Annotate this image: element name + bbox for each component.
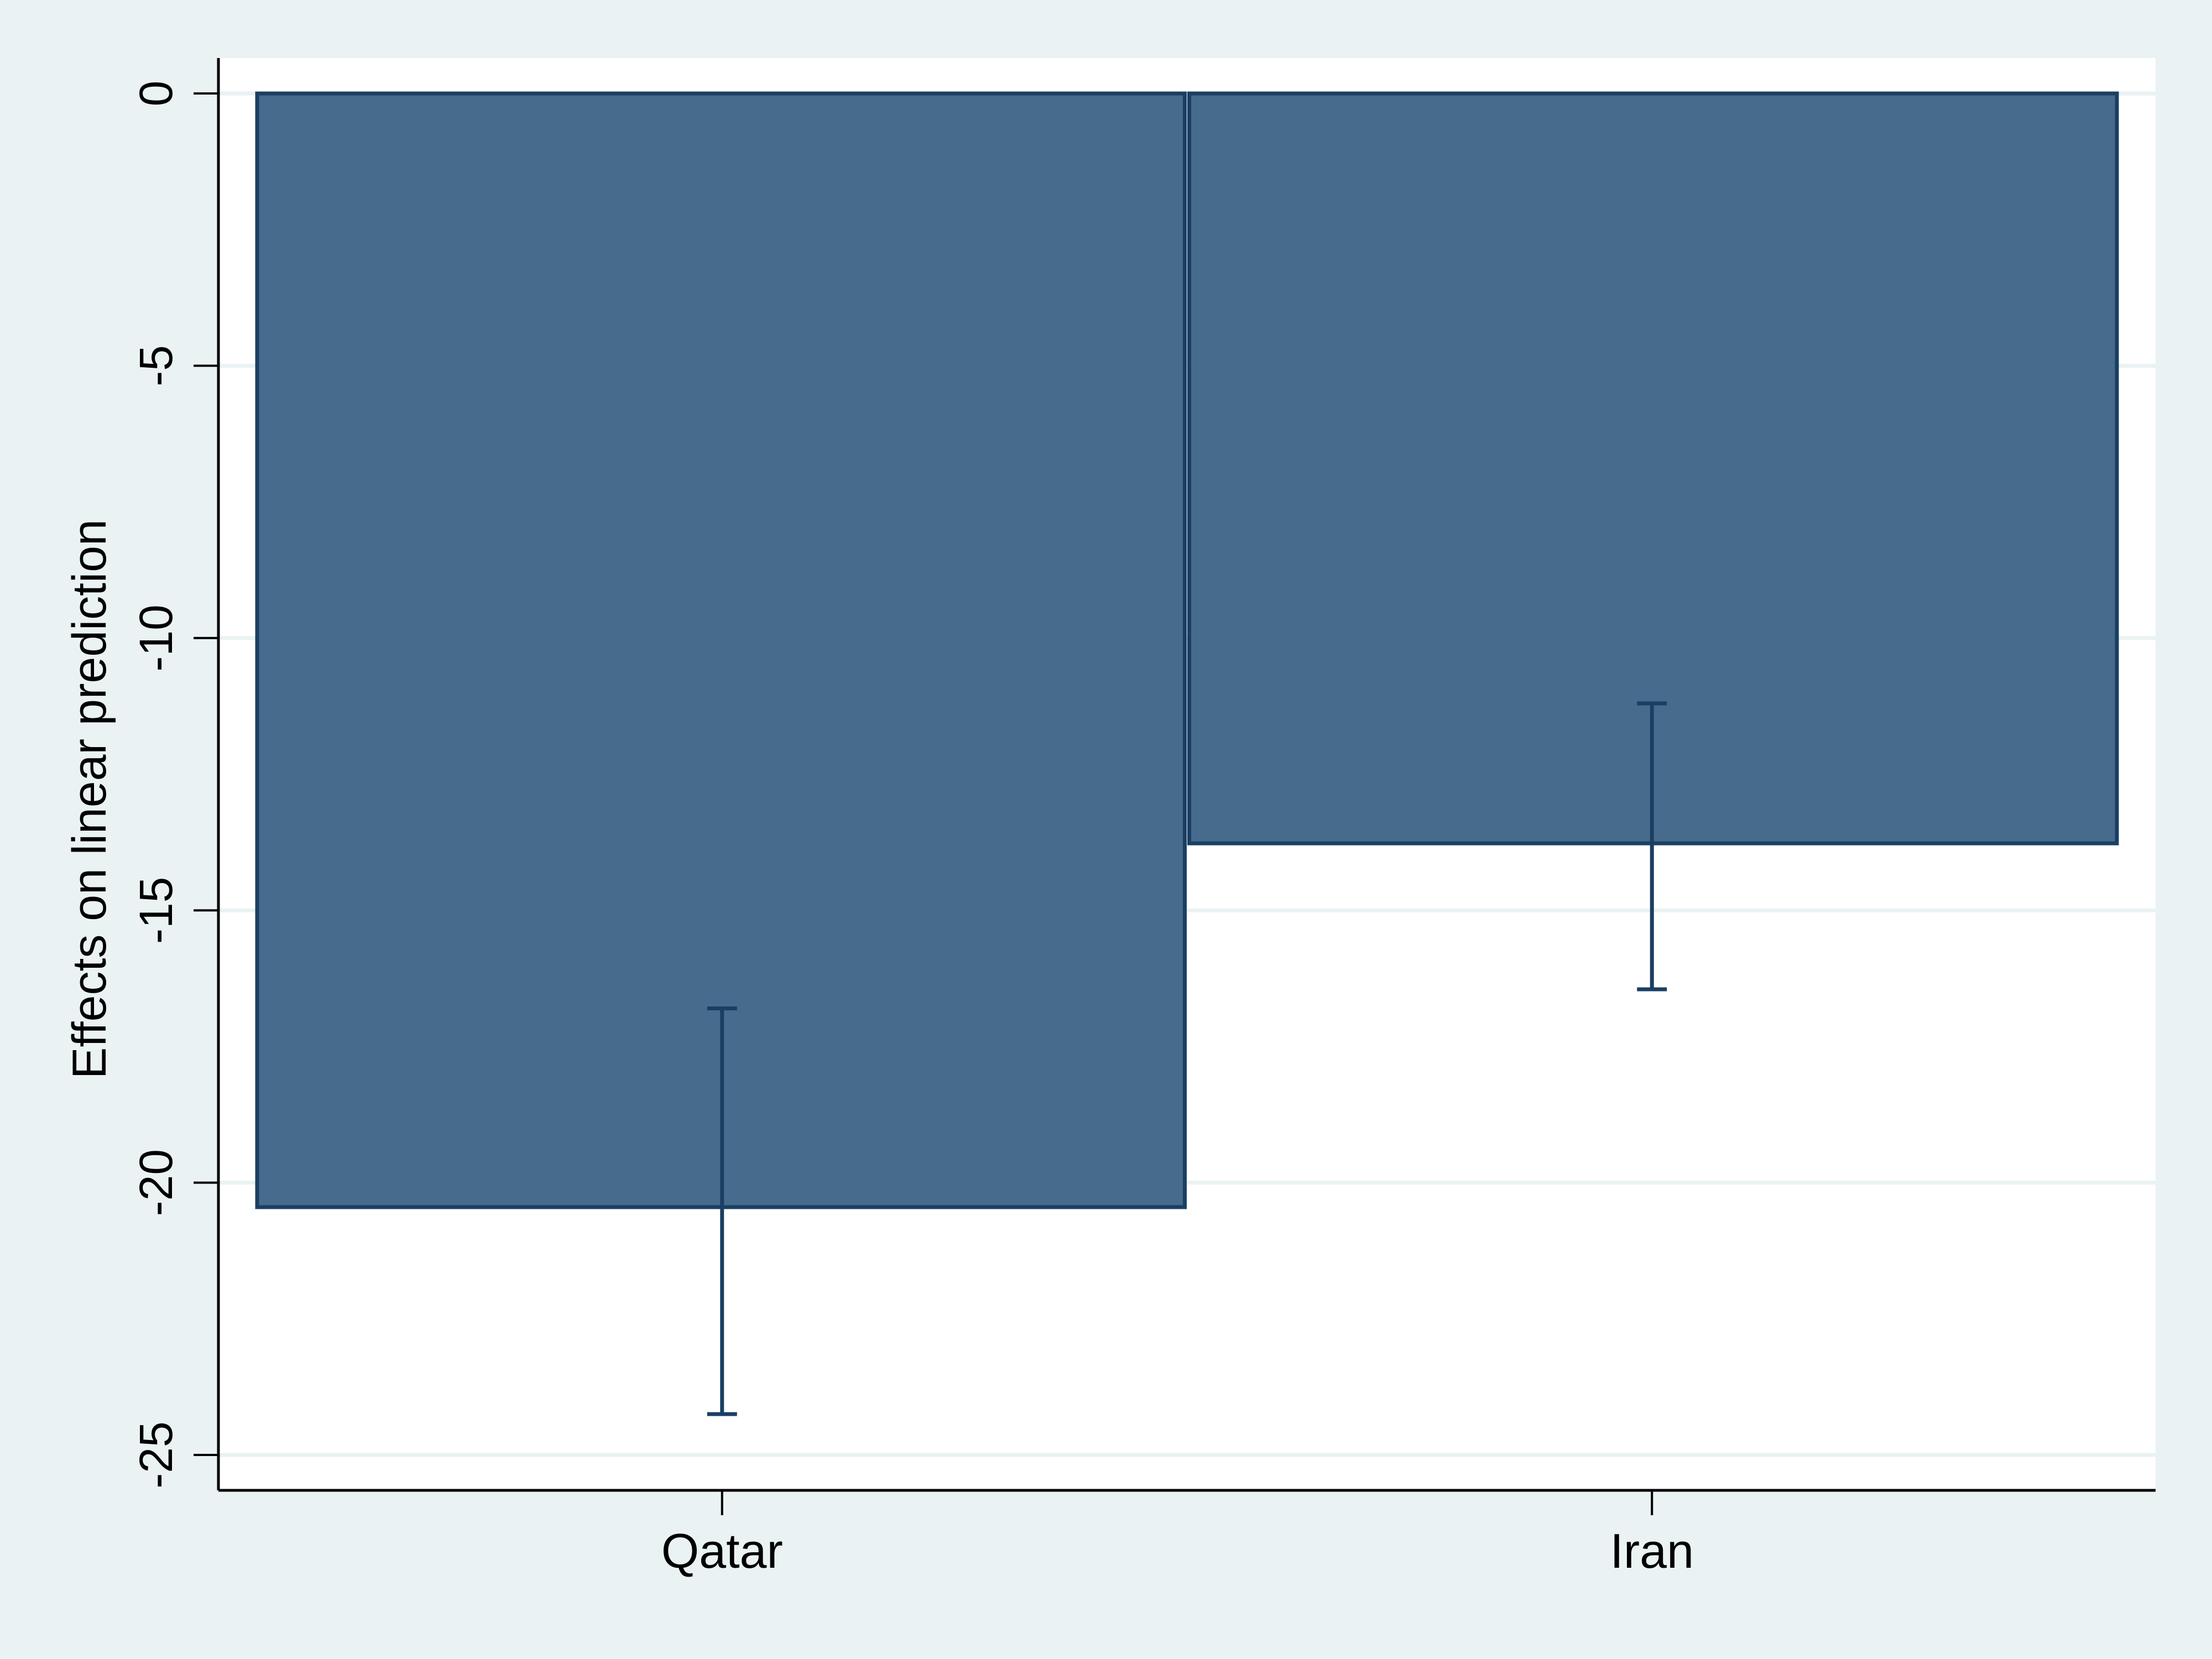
axes (217, 58, 2156, 1492)
x-tick-label: Iran (1610, 1524, 1694, 1578)
error-bars (707, 701, 1667, 1416)
y-axis-title: Effects on linear prediction (63, 519, 116, 1079)
y-tick-label: -5 (130, 345, 182, 387)
x-tick-label: Qatar (661, 1524, 783, 1578)
y-tick-label: -20 (130, 1149, 182, 1216)
y-axis-ticks: 0 -5 -10 -15 -20 -25 (130, 81, 218, 1489)
x-axis-ticks: Qatar Iran (661, 1490, 1694, 1578)
y-tick-label: -15 (130, 877, 182, 943)
y-tick-label: -10 (130, 604, 182, 671)
y-tick-label: 0 (130, 81, 182, 107)
bars (255, 91, 2119, 1209)
y-tick-label: -25 (130, 1421, 182, 1488)
